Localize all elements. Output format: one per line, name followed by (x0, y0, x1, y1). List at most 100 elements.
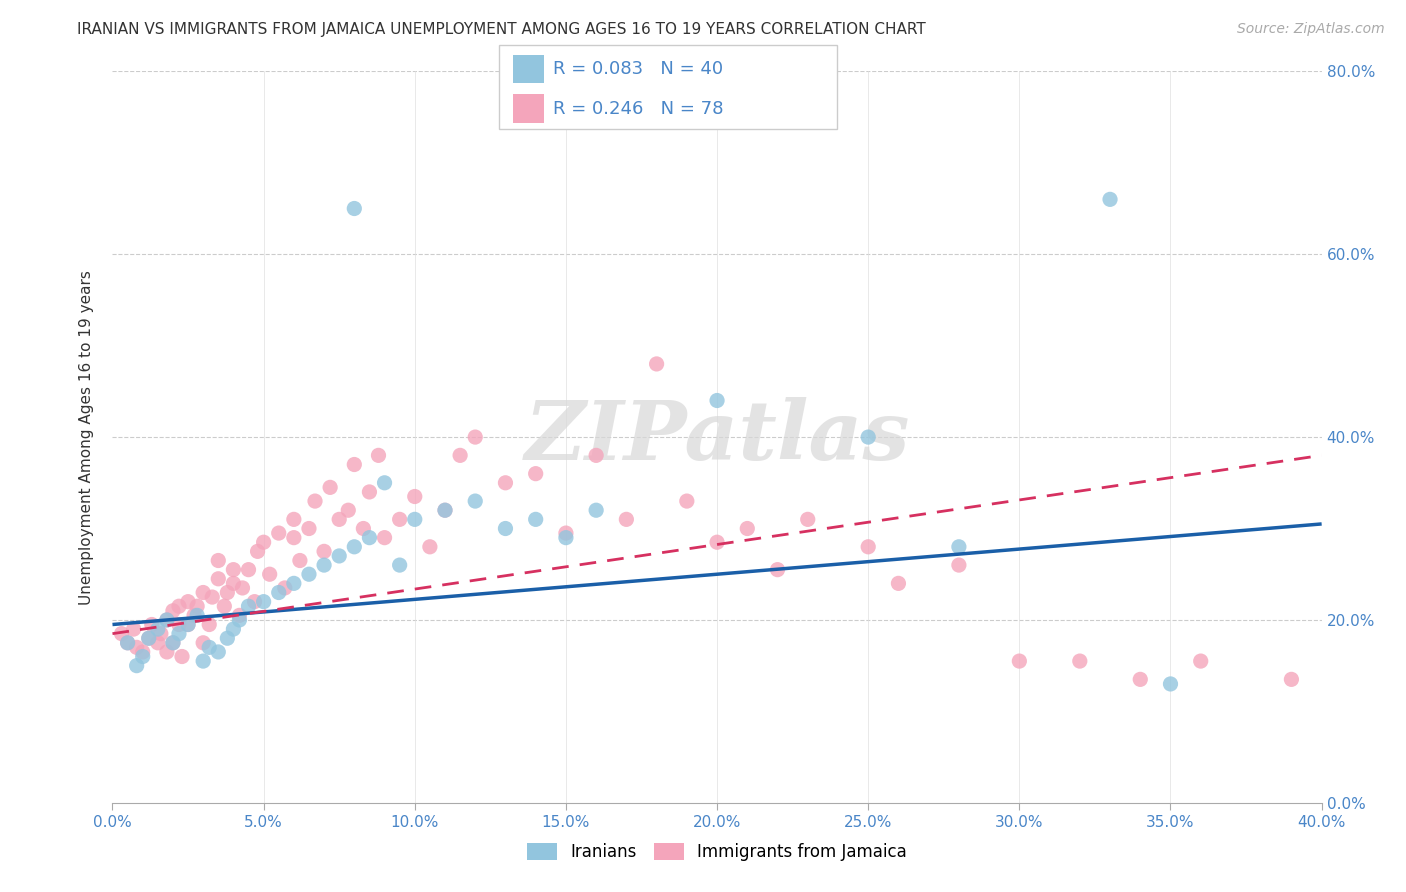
Point (1098, 192, 1121, 206)
Point (243, 594, 266, 608)
Point (222, 563, 245, 577)
Point (214, 599, 236, 614)
Point (367, 448, 389, 462)
Point (433, 503, 456, 517)
Point (156, 613, 179, 627)
Point (314, 544, 336, 558)
Point (464, 430, 486, 444)
Point (585, 503, 607, 517)
Point (856, 540, 880, 554)
Point (138, 632, 160, 646)
Text: R = 0.246   N = 78: R = 0.246 N = 78 (553, 100, 723, 118)
Point (267, 526, 290, 541)
Point (201, 590, 224, 604)
Point (167, 599, 190, 614)
Point (495, 475, 517, 490)
Point (283, 512, 305, 526)
Point (132, 645, 155, 659)
Point (388, 558, 411, 573)
Point (177, 594, 200, 608)
Point (228, 613, 250, 627)
Point (283, 576, 305, 591)
Point (162, 636, 184, 650)
Point (149, 626, 172, 640)
Point (167, 617, 190, 632)
Point (170, 649, 193, 664)
Point (585, 448, 607, 462)
Point (374, 475, 396, 490)
Point (186, 599, 208, 614)
Point (198, 617, 221, 632)
Point (554, 526, 576, 541)
Point (1279, 673, 1302, 687)
Point (495, 521, 517, 535)
Point (343, 202, 366, 216)
Point (167, 626, 190, 640)
Point (222, 576, 245, 591)
Point (177, 617, 200, 632)
Point (766, 563, 789, 577)
Point (298, 567, 321, 582)
Point (337, 503, 360, 517)
Point (228, 608, 250, 623)
Point (352, 521, 374, 535)
Point (554, 531, 576, 545)
Point (117, 636, 139, 650)
Point (191, 654, 214, 668)
Point (186, 608, 208, 623)
Point (207, 553, 229, 567)
Point (110, 626, 132, 640)
Point (162, 636, 184, 650)
Point (319, 480, 342, 494)
Point (359, 531, 381, 545)
Point (267, 585, 290, 599)
Point (259, 567, 281, 582)
Point (253, 594, 276, 608)
Point (1069, 654, 1091, 668)
Point (645, 357, 668, 371)
Point (207, 572, 229, 586)
Point (288, 553, 311, 567)
Point (304, 494, 326, 508)
Point (374, 531, 396, 545)
Point (141, 617, 163, 632)
Point (404, 512, 426, 526)
Point (464, 494, 486, 508)
Point (138, 632, 160, 646)
Point (191, 585, 214, 599)
Point (253, 535, 276, 549)
Point (524, 467, 547, 481)
Point (298, 521, 321, 535)
Point (217, 632, 239, 646)
Text: Source: ZipAtlas.com: Source: ZipAtlas.com (1237, 22, 1385, 37)
Point (222, 622, 245, 636)
Text: ZIPatlas: ZIPatlas (524, 397, 910, 477)
Point (314, 558, 336, 573)
Point (125, 640, 148, 655)
Point (343, 458, 366, 472)
Point (156, 645, 179, 659)
Point (433, 503, 456, 517)
Point (231, 581, 253, 595)
Point (328, 549, 350, 563)
Point (122, 622, 145, 636)
Point (183, 608, 205, 623)
Point (1189, 654, 1212, 668)
Point (217, 585, 239, 599)
Point (616, 512, 638, 526)
Point (359, 485, 381, 500)
Text: IRANIAN VS IMMIGRANTS FROM JAMAICA UNEMPLOYMENT AMONG AGES 16 TO 19 YEARS CORREL: IRANIAN VS IMMIGRANTS FROM JAMAICA UNEMP… (77, 22, 927, 37)
Point (238, 599, 260, 614)
Point (1129, 673, 1152, 687)
Point (246, 544, 269, 558)
Point (948, 540, 970, 554)
Point (343, 540, 366, 554)
Point (948, 558, 970, 573)
Point (1008, 654, 1031, 668)
Point (117, 636, 139, 650)
Point (156, 613, 179, 627)
Legend: Iranians, Immigrants from Jamaica: Iranians, Immigrants from Jamaica (520, 836, 914, 868)
Point (146, 622, 169, 636)
Point (706, 535, 728, 549)
Point (449, 448, 471, 462)
